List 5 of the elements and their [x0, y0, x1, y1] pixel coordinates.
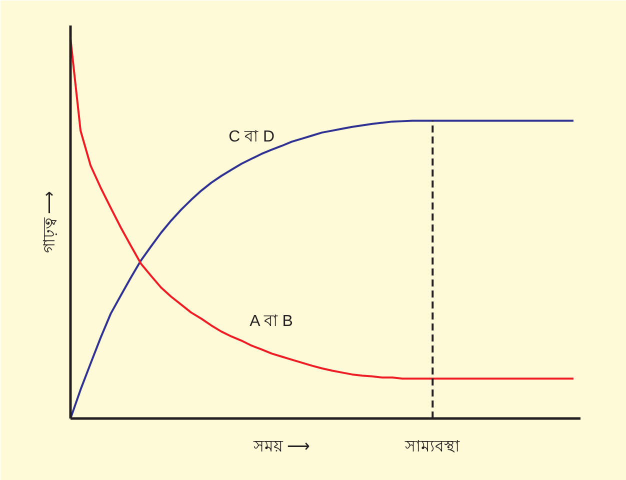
series-label: A বা B	[250, 313, 293, 330]
series-label: C বা D	[228, 128, 275, 146]
x-axis-title: সময় ⟶	[252, 438, 310, 456]
text: সাম্যবস্থা	[404, 438, 460, 456]
y-axis-title: গাঢ়ত্ব ⟶	[42, 190, 58, 254]
